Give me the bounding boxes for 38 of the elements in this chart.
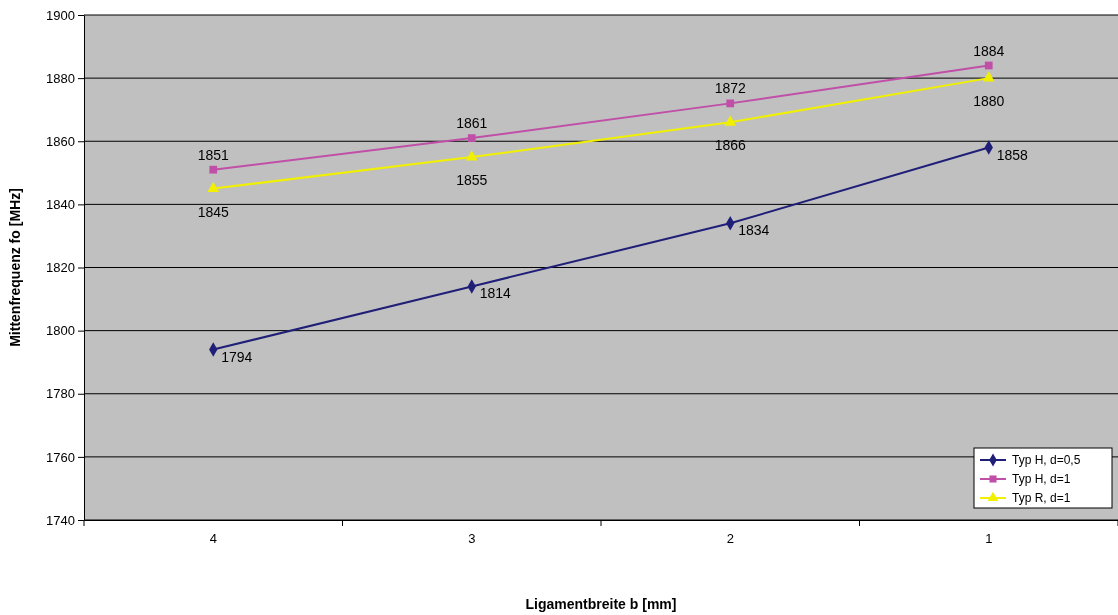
x-tick-label: 3	[468, 531, 476, 547]
data-label: 1884	[973, 42, 1005, 59]
y-tick-label: 1880	[46, 70, 75, 86]
x-tick-label: 4	[209, 531, 217, 547]
legend-label: Typ H, d=0,5	[1012, 453, 1081, 467]
data-label: 1855	[456, 172, 488, 189]
data-label: 1794	[221, 348, 253, 365]
y-tick-label: 1800	[46, 323, 75, 339]
point	[209, 165, 218, 174]
y-tick-label: 1820	[46, 260, 75, 276]
data-label: 1851	[197, 146, 230, 163]
point	[207, 181, 220, 192]
point	[726, 99, 735, 108]
point	[467, 134, 476, 142]
x-tick-label: 1	[985, 531, 993, 547]
y-tick-label: 1740	[46, 512, 75, 528]
data-label: 1866	[714, 137, 747, 154]
data-label: 1814	[479, 285, 512, 302]
point	[724, 115, 737, 126]
data-label: 1845	[197, 203, 230, 220]
data-label: 1858	[996, 146, 1029, 163]
y-tick-label: 1760	[46, 449, 75, 465]
y-tick-label: 1900	[46, 7, 75, 23]
y-tick-label: 1860	[46, 133, 75, 149]
data-label: 1872	[714, 80, 747, 97]
x-tick-label: 2	[726, 531, 734, 547]
data-label: 1880	[973, 93, 1005, 110]
point	[465, 150, 478, 161]
data-label: 1861	[456, 115, 488, 132]
point	[984, 61, 993, 70]
data-label: 1834	[738, 222, 770, 239]
point	[982, 71, 995, 82]
y-tick-label: 1840	[46, 197, 75, 213]
x-axis-title: Ligamentbreite b [mm]	[525, 596, 677, 612]
legend-label: Typ H, d=1	[1012, 472, 1071, 486]
legend-label: Typ R, d=1	[1012, 491, 1071, 505]
y-axis-title: Mittenfrequenz fo [MHz]	[7, 188, 23, 347]
y-tick-label: 1780	[46, 386, 75, 402]
